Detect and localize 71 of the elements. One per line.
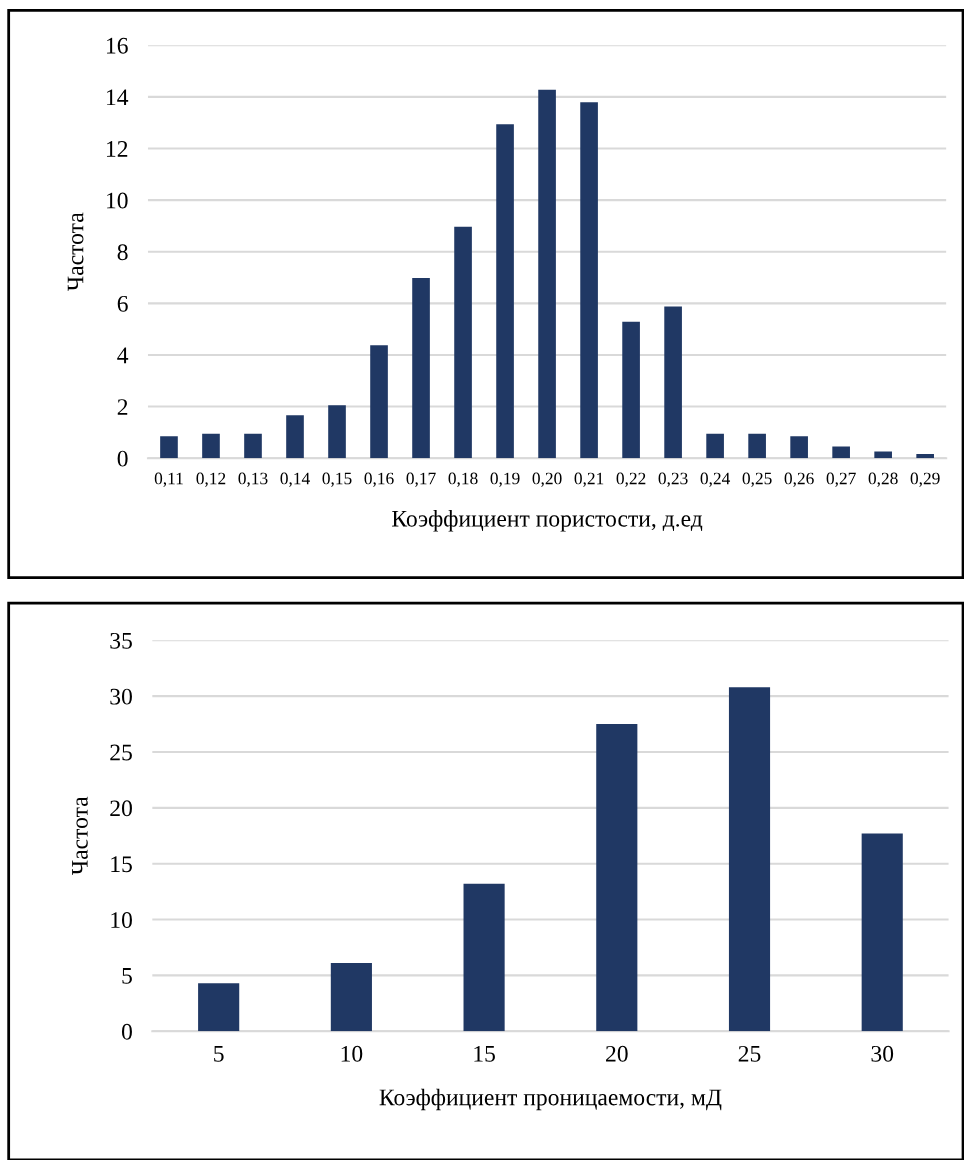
y-tick-label: 20 [110, 800, 132, 817]
y-tick-label: 10 [107, 192, 128, 209]
x-tick-label: 0,22 [616, 472, 646, 487]
x-tick-label: 20 [606, 1045, 628, 1062]
bar [198, 983, 240, 1032]
x-tick-label: 0,15 [322, 472, 352, 487]
bar [728, 687, 771, 1032]
bar [596, 724, 638, 1032]
x-tick-label: 0,23 [658, 472, 688, 487]
bar [706, 433, 724, 459]
x-tick-label: 25 [738, 1045, 761, 1062]
x-tick-label: 0,26 [784, 472, 814, 487]
y-axis-title: Частота [67, 212, 84, 291]
bar [454, 226, 472, 459]
x-tick-label: 0,14 [280, 472, 310, 487]
x-tick-label: 0,11 [154, 472, 183, 487]
bar [286, 415, 304, 459]
x-tick-label: 0,24 [700, 472, 731, 487]
bar [202, 433, 220, 459]
bar [622, 321, 640, 459]
bar [463, 883, 505, 1032]
y-tick-label: 6 [117, 295, 128, 312]
bar [496, 124, 514, 459]
y-tick-label: 30 [110, 688, 132, 705]
y-tick-label: 8 [117, 244, 128, 261]
x-tick-label: 5 [214, 1046, 224, 1062]
y-tick-label: 10 [111, 912, 132, 928]
bar [748, 433, 766, 459]
x-tick-label: 0,17 [406, 472, 436, 487]
x-tick-label: 0,18 [448, 472, 478, 487]
bar [538, 89, 556, 459]
x-axis-title: Коэффициент проницаемости, мД [379, 1088, 722, 1111]
x-tick-label: 15 [474, 1045, 495, 1062]
y-tick-label: 2 [117, 399, 128, 415]
bar [790, 436, 808, 459]
bar [330, 963, 372, 1032]
y-tick-label: 35 [110, 632, 132, 649]
bar [412, 278, 430, 459]
bar [370, 345, 388, 459]
y-tick-label: 16 [107, 37, 128, 54]
y-axis-title: Частота [72, 796, 88, 875]
bar [328, 405, 346, 459]
bar [861, 833, 903, 1032]
y-tick-label: 0 [121, 1023, 132, 1040]
x-tick-label: 0,12 [196, 472, 226, 487]
x-tick-label: 0,21 [574, 472, 604, 487]
x-tick-label: 0,28 [868, 472, 898, 487]
x-tick-label: 0,16 [364, 472, 394, 487]
x-tick-label: 10 [341, 1045, 363, 1062]
x-tick-label: 0,19 [490, 472, 520, 487]
bar [160, 436, 178, 459]
bar [832, 446, 850, 459]
x-axis-title: Коэффициент пористости, д.ед [392, 510, 703, 532]
y-tick-label: 14 [107, 89, 129, 106]
bar [916, 454, 934, 459]
y-tick-label: 0 [117, 450, 128, 467]
x-tick-label: 0,29 [910, 472, 940, 487]
bar [244, 433, 262, 459]
x-tick-label: 0,25 [742, 472, 772, 487]
bar [664, 306, 682, 459]
x-tick-label: 30 [871, 1045, 894, 1062]
bar [874, 451, 892, 459]
bar [580, 102, 598, 459]
x-tick-label: 0,27 [826, 472, 856, 487]
y-tick-label: 15 [111, 856, 132, 873]
y-tick-label: 25 [110, 744, 132, 761]
x-tick-label: 0,13 [238, 472, 268, 487]
y-tick-label: 12 [107, 141, 128, 157]
y-tick-label: 5 [122, 968, 132, 984]
y-tick-label: 4 [117, 347, 129, 364]
x-tick-label: 0,20 [532, 472, 562, 487]
